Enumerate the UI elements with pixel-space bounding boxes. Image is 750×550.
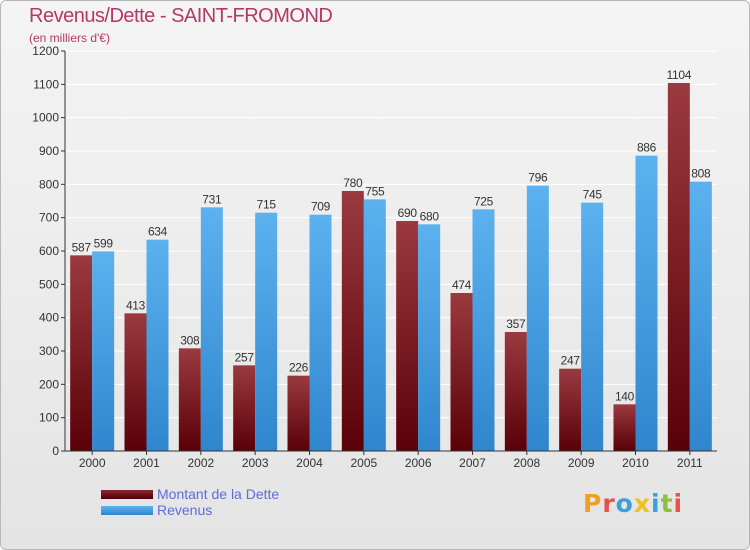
data-label: 357 bbox=[506, 317, 526, 331]
y-tick-label: 100 bbox=[39, 411, 59, 425]
bar-dette bbox=[559, 368, 582, 451]
x-tick-label: 2004 bbox=[296, 456, 323, 470]
data-label: 257 bbox=[235, 350, 255, 364]
x-tick-label: 2003 bbox=[242, 456, 269, 470]
bar-dette bbox=[233, 365, 256, 451]
data-label: 886 bbox=[637, 141, 657, 155]
y-tick-label: 1000 bbox=[32, 111, 59, 125]
data-label: 599 bbox=[94, 236, 114, 250]
logo-letter: t bbox=[660, 489, 674, 518]
y-tick-label: 1100 bbox=[33, 77, 59, 91]
bar-revenus bbox=[309, 214, 332, 451]
bar-revenus bbox=[255, 212, 278, 451]
data-label: 1104 bbox=[667, 68, 692, 82]
x-tick-label: 2011 bbox=[677, 456, 703, 470]
x-tick-label: 2005 bbox=[350, 456, 377, 470]
bar-dette bbox=[178, 348, 201, 451]
bar-revenus bbox=[363, 199, 386, 451]
data-label: 226 bbox=[289, 361, 309, 375]
x-tick-label: 2008 bbox=[513, 456, 540, 470]
data-label: 140 bbox=[615, 389, 635, 403]
data-label: 796 bbox=[528, 171, 548, 185]
data-label: 745 bbox=[583, 188, 603, 202]
y-tick-label: 200 bbox=[39, 377, 59, 391]
legend-label-revenus: Revenus bbox=[157, 502, 213, 518]
chart-subtitle: (en milliers d'€) bbox=[29, 31, 110, 45]
legend-swatch-revenus bbox=[101, 506, 153, 515]
bar-dette bbox=[341, 191, 364, 451]
bar-revenus bbox=[689, 181, 712, 451]
y-tick-label: 600 bbox=[39, 244, 59, 258]
bar-dette bbox=[70, 255, 93, 451]
bar-dette bbox=[450, 293, 473, 451]
legend-swatch-debt bbox=[101, 490, 153, 499]
logo-letter: i bbox=[651, 489, 661, 518]
data-label: 780 bbox=[343, 176, 363, 190]
logo-letter: r bbox=[602, 489, 616, 518]
data-label: 413 bbox=[126, 298, 146, 312]
bar-dette bbox=[396, 221, 419, 451]
bar-revenus bbox=[635, 155, 658, 451]
bar-dette bbox=[287, 375, 310, 451]
data-label: 709 bbox=[311, 200, 331, 214]
bar-revenus bbox=[92, 251, 115, 451]
data-label: 680 bbox=[420, 209, 440, 223]
y-tick-label: 800 bbox=[39, 177, 59, 191]
bar-dette bbox=[124, 313, 147, 451]
chart-title: Revenus/Dette - SAINT-FROMOND bbox=[29, 5, 333, 27]
x-tick-label: 2002 bbox=[187, 456, 214, 470]
y-tick-label: 1200 bbox=[32, 44, 59, 58]
x-tick-label: 2000 bbox=[79, 456, 106, 470]
data-label: 634 bbox=[148, 225, 168, 239]
logo-letter: i bbox=[673, 489, 684, 518]
bar-revenus bbox=[472, 209, 495, 451]
data-label: 808 bbox=[691, 167, 711, 181]
y-tick-label: 300 bbox=[39, 344, 59, 358]
data-label: 587 bbox=[72, 240, 92, 254]
bar-revenus bbox=[200, 207, 223, 451]
y-tick-label: 500 bbox=[39, 277, 59, 291]
x-tick-label: 2006 bbox=[405, 456, 432, 470]
data-label: 731 bbox=[202, 192, 222, 206]
bar-dette bbox=[613, 404, 636, 451]
legend-label-debt: Montant de la Dette bbox=[157, 486, 280, 502]
bar-dette bbox=[667, 83, 690, 451]
bar-revenus bbox=[526, 185, 549, 451]
x-tick-label: 2001 bbox=[133, 456, 160, 470]
y-tick-label: 400 bbox=[39, 311, 59, 325]
x-tick-label: 2009 bbox=[568, 456, 595, 470]
data-label: 755 bbox=[365, 184, 385, 198]
y-tick-label: 700 bbox=[39, 211, 59, 225]
bar-revenus bbox=[581, 202, 604, 451]
proxiti-logo: Proxiti bbox=[583, 489, 683, 518]
logo-letter: o bbox=[615, 489, 634, 518]
data-label: 308 bbox=[180, 333, 200, 347]
bar-revenus bbox=[146, 239, 169, 451]
bar-dette bbox=[504, 332, 527, 451]
data-label: 247 bbox=[561, 354, 581, 368]
x-tick-label: 2007 bbox=[459, 456, 486, 470]
data-label: 690 bbox=[398, 206, 418, 220]
y-tick-label: 900 bbox=[39, 144, 59, 158]
data-label: 715 bbox=[257, 198, 277, 212]
logo-letter: x bbox=[633, 489, 651, 518]
data-label: 725 bbox=[474, 194, 494, 208]
bar-revenus bbox=[418, 224, 441, 451]
y-tick-label: 0 bbox=[52, 444, 59, 458]
x-tick-label: 2010 bbox=[622, 456, 649, 470]
logo-letter: P bbox=[583, 489, 603, 518]
data-label: 474 bbox=[452, 278, 472, 292]
